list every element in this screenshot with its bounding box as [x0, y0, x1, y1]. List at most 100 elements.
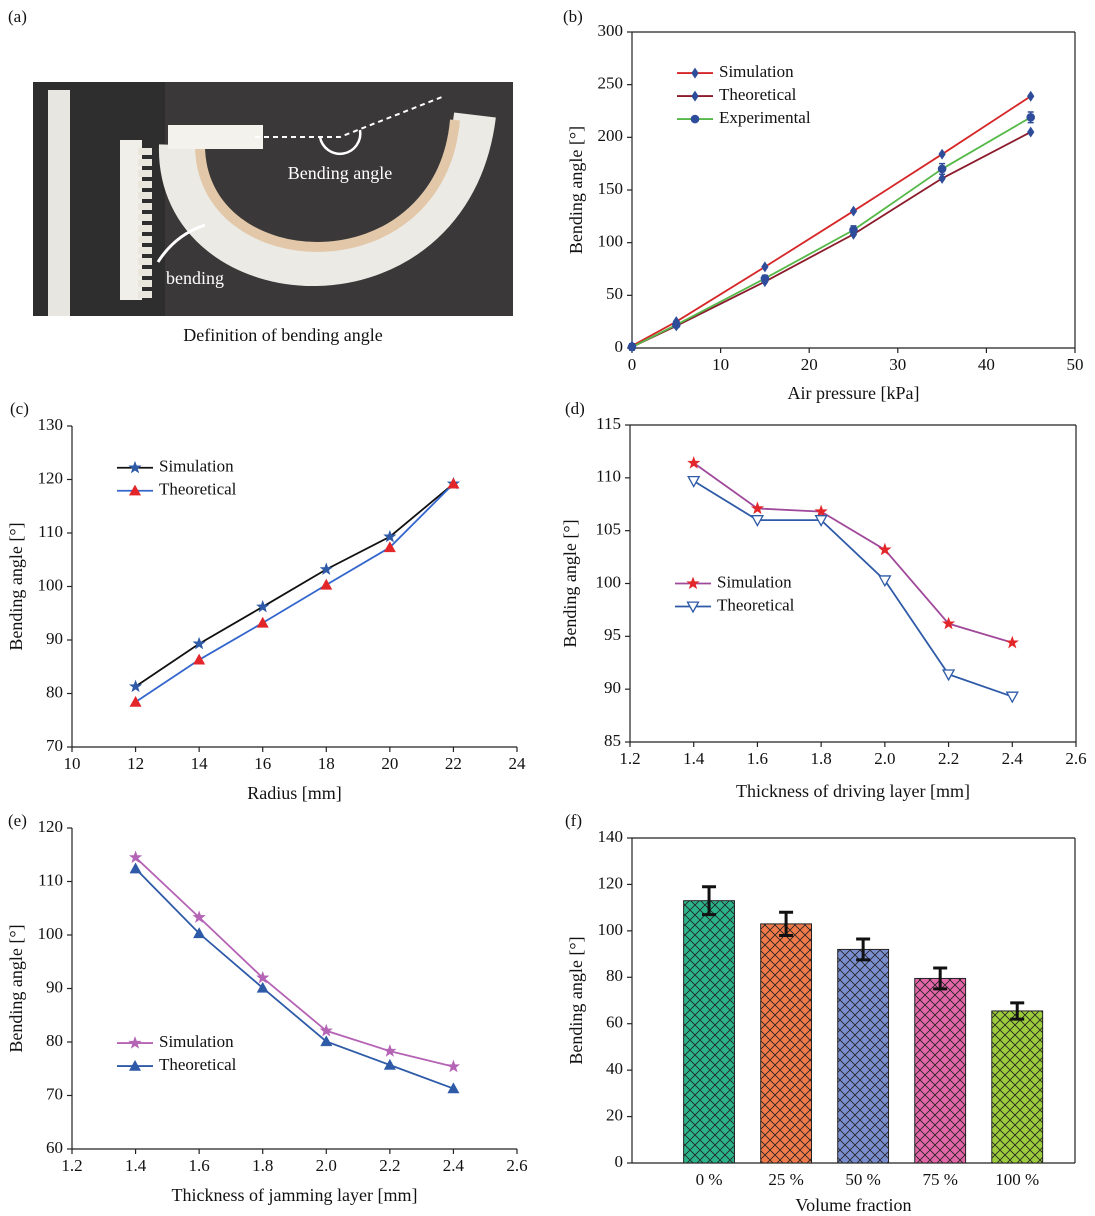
angle-line — [255, 96, 443, 138]
marker — [320, 578, 333, 590]
x-tick-label: 20 — [381, 754, 398, 773]
marker — [447, 1082, 460, 1094]
marker — [129, 695, 142, 707]
x-tick-label: 75 % — [922, 1170, 957, 1189]
x-tick-label: 2.4 — [443, 1156, 465, 1175]
marker — [192, 910, 206, 923]
y-tick-label: 90 — [604, 678, 621, 697]
marker — [319, 1023, 333, 1037]
x-tick-label: 14 — [191, 754, 209, 773]
marker — [128, 1036, 142, 1049]
legend-label: Simulation — [717, 572, 792, 591]
x-tick-label: 10 — [64, 754, 81, 773]
x-tick-label: 1.4 — [125, 1156, 147, 1175]
error-bar — [856, 937, 871, 962]
marker — [1005, 691, 1019, 704]
y-axis-title: Bending angle [°] — [566, 936, 586, 1064]
y-tick-label: 100 — [598, 920, 624, 939]
marker — [256, 970, 270, 984]
x-tick-label: 0 — [628, 355, 637, 374]
clamp — [168, 125, 263, 149]
x-axis-title: Volume fraction — [795, 1195, 911, 1215]
y-tick-label: 90 — [46, 977, 63, 996]
marker — [878, 542, 892, 556]
series-line — [135, 483, 455, 688]
marker — [128, 679, 143, 693]
marker — [128, 460, 142, 474]
series-line — [631, 116, 1032, 348]
x-tick-label: 18 — [318, 754, 335, 773]
y-tick-label: 95 — [604, 625, 621, 644]
x-tick-label: 2.2 — [379, 1156, 400, 1175]
marker — [760, 274, 770, 283]
y-tick-label: 115 — [596, 414, 621, 433]
angle-arc — [318, 129, 362, 155]
x-tick-label: 1.6 — [189, 1156, 210, 1175]
series-line — [631, 95, 1032, 347]
finger-curved — [158, 111, 496, 286]
y-tick-label: 120 — [38, 817, 64, 836]
y-tick-label: 60 — [606, 1013, 623, 1032]
bend-arrow — [156, 223, 206, 263]
series-line — [693, 480, 1013, 698]
y-tick-label: 300 — [598, 21, 624, 40]
marker — [686, 576, 700, 590]
finger-tooth — [138, 214, 152, 221]
x-tick-label: 1.2 — [619, 749, 640, 768]
x-tick-label: 50 — [1067, 355, 1084, 374]
y-tick-label: 40 — [606, 1059, 623, 1078]
y-axis-title: Bending angle [°] — [566, 126, 586, 254]
caption: Definition of bending angle — [183, 325, 382, 345]
finger-tooth — [138, 236, 152, 243]
x-axis-title: Air pressure [kPa] — [788, 383, 920, 403]
x-tick-label: 1.2 — [61, 1156, 82, 1175]
finger-tooth — [138, 291, 152, 298]
panel-label: (d) — [565, 399, 585, 418]
marker — [383, 1044, 397, 1057]
y-tick-label: 100 — [598, 232, 624, 251]
marker — [750, 501, 765, 515]
finger-tooth — [138, 159, 152, 166]
marker — [938, 148, 946, 160]
gripper-bar — [48, 90, 70, 316]
marker — [691, 67, 699, 79]
y-tick-label: 120 — [38, 468, 64, 487]
x-tick-label: 40 — [978, 355, 995, 374]
legend-label: Simulation — [719, 62, 794, 81]
x-tick-label: 2.6 — [506, 1156, 527, 1175]
marker — [128, 850, 143, 864]
error-bar — [1010, 1001, 1025, 1021]
annotation: bending — [166, 268, 224, 288]
error-bar — [779, 910, 794, 937]
marker — [941, 669, 956, 682]
legend-label: Theoretical — [159, 480, 237, 499]
x-tick-label: 25 % — [768, 1170, 803, 1189]
y-axis-title: Bending angle [°] — [560, 519, 580, 647]
marker — [128, 484, 142, 496]
series-line — [134, 856, 454, 1068]
series-line — [134, 868, 454, 1090]
marker — [128, 1059, 142, 1071]
marker — [627, 342, 637, 352]
finger-tooth — [138, 225, 152, 232]
marker — [686, 601, 700, 614]
marker — [1027, 90, 1035, 102]
y-tick-label: 80 — [46, 1031, 63, 1050]
marker — [256, 599, 270, 613]
y-tick-label: 110 — [596, 467, 621, 486]
marker — [1027, 126, 1035, 138]
y-tick-label: 0 — [615, 337, 624, 356]
y-tick-label: 140 — [598, 827, 624, 846]
marker — [383, 529, 397, 543]
y-axis-title: Bending angle [°] — [6, 522, 26, 650]
y-tick-label: 70 — [46, 1084, 63, 1103]
y-tick-label: 100 — [38, 575, 64, 594]
marker — [1005, 635, 1019, 649]
marker — [761, 261, 769, 273]
error-bar — [933, 966, 948, 991]
finger-tooth — [138, 269, 152, 276]
marker — [849, 225, 858, 235]
error-bar — [702, 885, 717, 917]
x-tick-label: 1.8 — [252, 1156, 273, 1175]
panel-label: (f) — [565, 811, 582, 830]
